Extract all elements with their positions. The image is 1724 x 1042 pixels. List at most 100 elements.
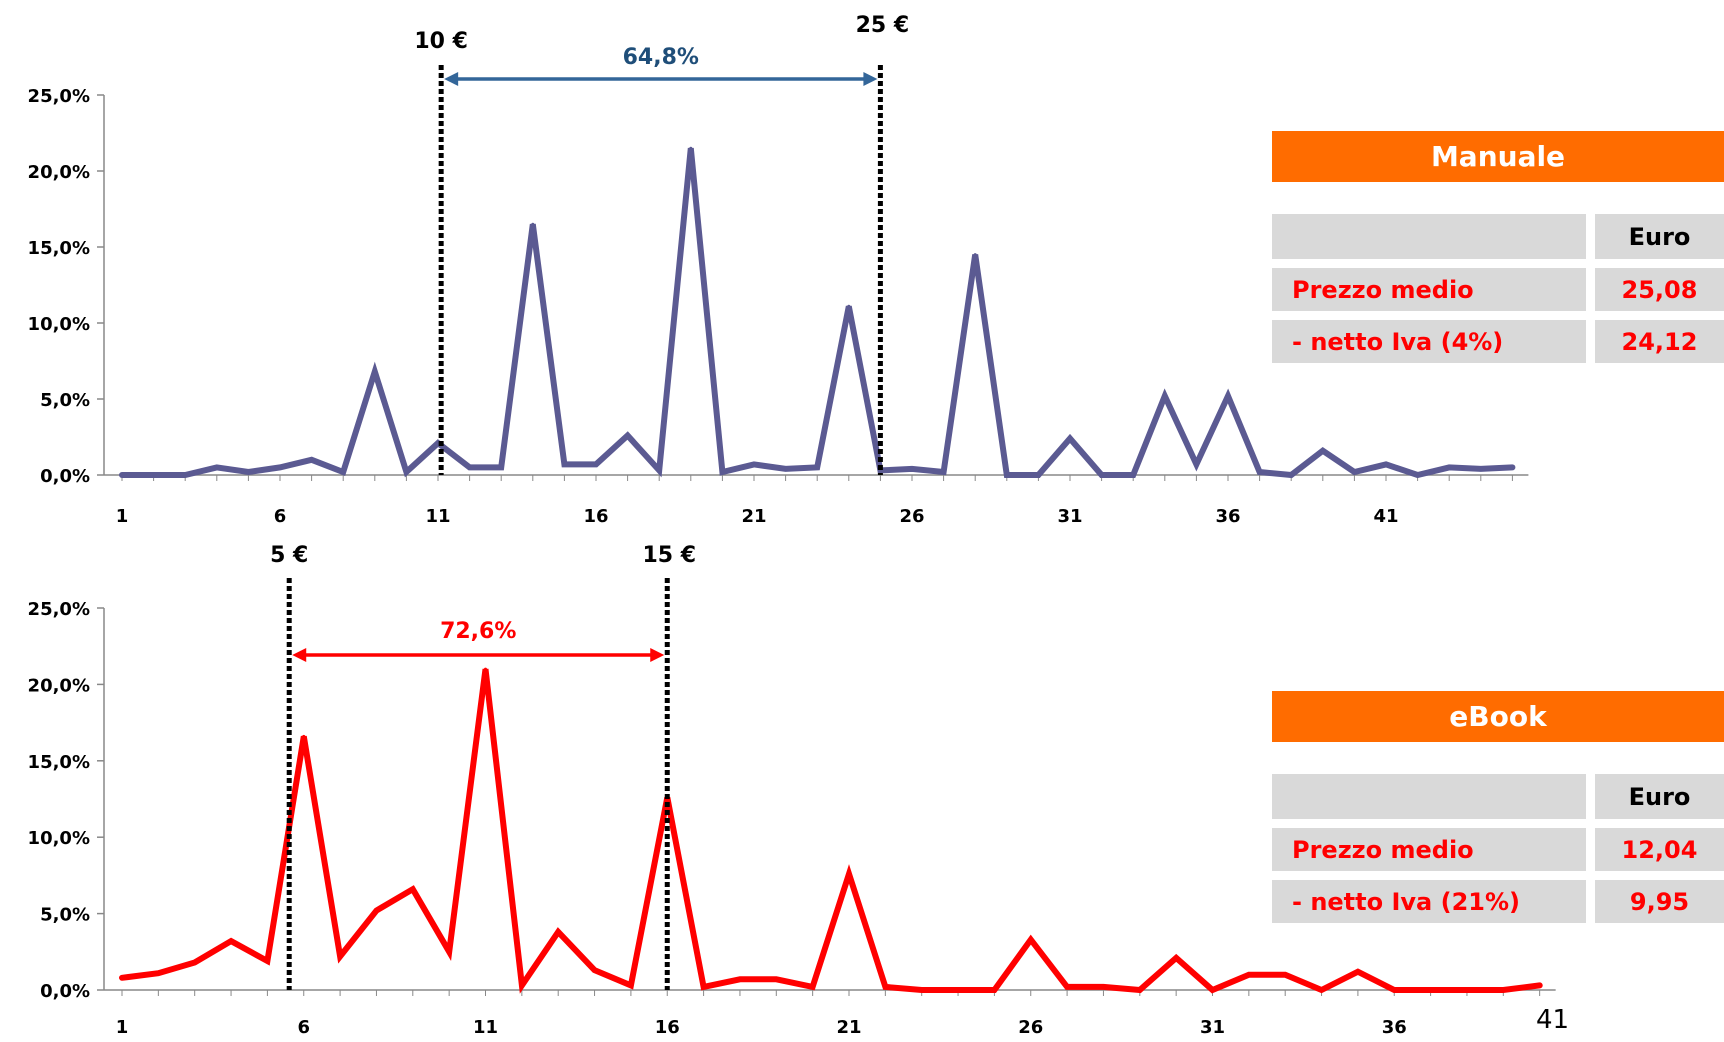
manuale-netto-iva-label: - netto Iva (4%) — [1272, 320, 1586, 363]
ebook-netto-iva-label: - netto Iva (21%) — [1272, 880, 1586, 923]
ebook-data-point — [156, 971, 160, 975]
ebook-data-point — [1320, 988, 1324, 992]
manuale-data-point — [1447, 465, 1451, 469]
ebook-data-point — [265, 959, 269, 963]
manuale-prezzo-medio-value: 25,08 — [1595, 268, 1724, 311]
ebook-x-tick-label: 21 — [836, 1017, 861, 1038]
ebook-data-point — [629, 983, 633, 987]
manuale-data-point — [1131, 473, 1135, 477]
manuale-data-point — [626, 433, 630, 437]
ebook-data-point — [520, 983, 524, 987]
manuale-data-point — [815, 465, 819, 469]
manuale-data-point — [152, 473, 156, 477]
manuale-euro-header: Euro — [1595, 214, 1724, 259]
ebook-y-tick-label: 0,0% — [40, 981, 90, 1002]
manuale-data-point — [215, 465, 219, 469]
manuale-data-point — [1352, 470, 1356, 474]
manuale-data-point — [531, 222, 535, 226]
manuale-right-price-label: 25 € — [856, 13, 910, 38]
manuale-data-point — [1036, 473, 1040, 477]
ebook-prezzo-medio-value: 12,04 — [1595, 828, 1724, 871]
ebook-data-point — [411, 887, 415, 891]
ebook-data-point — [1101, 985, 1105, 989]
ebook-y-tick-label: 5,0% — [40, 905, 90, 926]
ebook-panel: eBook Euro Prezzo medio 12,04 - netto Iv… — [1272, 691, 1724, 923]
manuale-y-tick-label: 15,0% — [28, 238, 90, 259]
page-number: 41 — [1536, 1005, 1570, 1035]
manuale-data-point — [468, 465, 472, 469]
manuale-data-point — [847, 304, 851, 308]
manuale-x-tick-label: 6 — [274, 506, 287, 527]
ebook-data-point — [1501, 988, 1505, 992]
manuale-netto-iva-value: 24,12 — [1595, 320, 1724, 363]
manuale-data-point — [373, 370, 377, 374]
manuale-panel-title: Manuale — [1272, 131, 1724, 182]
ebook-y-tick-label: 10,0% — [28, 828, 90, 849]
manuale-data-point — [499, 465, 503, 469]
ebook-data-point — [374, 909, 378, 913]
manuale-header-blank-cell — [1272, 214, 1586, 259]
manuale-data-point — [720, 470, 724, 474]
manuale-y-tick-label: 20,0% — [28, 162, 90, 183]
ebook-data-point — [1029, 938, 1033, 942]
ebook-data-point — [1211, 988, 1214, 992]
manuale-data-point — [1384, 462, 1388, 466]
manuale-y-tick-label: 0,0% — [40, 466, 90, 487]
manuale-data-point — [594, 462, 598, 466]
ebook-euro-header: Euro — [1595, 774, 1724, 819]
ebook-data-point — [1429, 988, 1433, 992]
ebook-prezzo-medio-label: Prezzo medio — [1272, 828, 1586, 871]
ebook-data-point — [1283, 973, 1287, 977]
manuale-data-point — [120, 473, 124, 477]
manuale-data-point — [1479, 467, 1483, 471]
manuale-data-point — [1100, 473, 1104, 477]
ebook-data-point — [338, 954, 342, 958]
ebook-data-point — [811, 985, 815, 989]
manuale-data-point — [1005, 473, 1009, 477]
ebook-x-tick-label: 11 — [473, 1017, 498, 1038]
manuale-data-point — [404, 470, 408, 474]
ebook-y-tick-label: 20,0% — [28, 675, 90, 696]
manuale-range-arrow-right-head — [863, 72, 878, 86]
manuale-data-point — [1416, 473, 1420, 477]
ebook-y-tick-label: 15,0% — [28, 752, 90, 773]
ebook-data-point — [1247, 973, 1251, 977]
ebook-range-arrow-left-head — [292, 648, 307, 662]
manuale-data-point — [562, 462, 566, 466]
manuale-x-tick-label: 31 — [1057, 506, 1082, 527]
manuale-data-point — [910, 467, 914, 471]
manuale-data-point — [278, 465, 282, 469]
ebook-data-point — [120, 976, 124, 980]
ebook-data-point — [229, 939, 233, 943]
ebook-data-point — [1065, 985, 1069, 989]
manuale-x-tick-label: 1 — [116, 506, 129, 527]
manuale-data-point — [1321, 449, 1325, 453]
manuale-data-point — [973, 253, 977, 257]
ebook-data-point — [1392, 988, 1396, 992]
ebook-data-point — [1465, 988, 1469, 992]
ebook-series-line — [119, 668, 1543, 994]
ebook-data-point — [1138, 988, 1142, 992]
manuale-data-point — [657, 468, 661, 472]
manuale-x-tick-label: 41 — [1373, 506, 1398, 527]
ebook-left-price-label: 5 € — [270, 543, 308, 568]
manuale-y-tick-label: 5,0% — [40, 390, 90, 411]
manuale-prezzo-medio-label: Prezzo medio — [1272, 268, 1586, 311]
ebook-data-point — [1356, 970, 1360, 974]
ebook-data-point — [992, 988, 996, 992]
ebook-x-tick-label: 1 — [116, 1017, 129, 1038]
ebook-data-point — [883, 985, 887, 989]
manuale-data-point — [689, 146, 693, 150]
ebook-range-arrow-right-head — [650, 648, 665, 662]
ebook-data-point — [847, 872, 851, 876]
manuale-data-point — [1194, 462, 1198, 466]
manuale-data-point — [784, 467, 788, 471]
ebook-x-tick-label: 6 — [297, 1017, 310, 1038]
ebook-data-point — [447, 950, 451, 954]
manuale-x-tick-label: 11 — [425, 506, 450, 527]
manuale-range-percent-label: 64,8% — [623, 45, 699, 70]
ebook-netto-iva-value: 9,95 — [1595, 880, 1724, 923]
ebook-data-point — [702, 985, 706, 989]
manuale-data-point — [1510, 465, 1514, 469]
